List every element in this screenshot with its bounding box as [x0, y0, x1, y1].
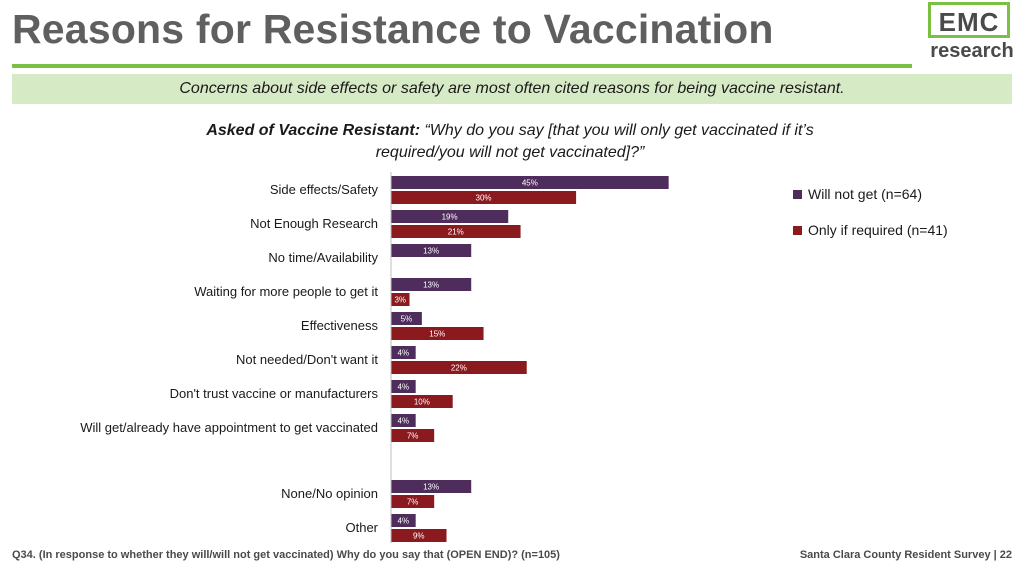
- bar-will-not-get: [391, 312, 422, 325]
- legend-label: Only if required (n=41): [808, 222, 948, 238]
- bar-value-label: 13%: [423, 483, 439, 492]
- category-label: Not needed/Don't want it: [236, 352, 378, 367]
- bar-value-label: 4%: [398, 349, 410, 358]
- bar-value-label: 21%: [448, 228, 464, 237]
- bar-will-not-get: [391, 278, 472, 291]
- key-finding-banner: Concerns about side effects or safety ar…: [12, 74, 1012, 104]
- bar-only-if-required: [391, 395, 453, 408]
- bar-will-not-get: [391, 414, 416, 427]
- category-label: Other: [345, 520, 378, 535]
- bar-value-label: 7%: [407, 498, 419, 507]
- category-label: Waiting for more people to get it: [194, 284, 378, 299]
- bar-will-not-get: [391, 176, 669, 189]
- bar-only-if-required: [391, 361, 527, 374]
- legend-label: Will not get (n=64): [808, 186, 922, 202]
- bar-only-if-required: [391, 429, 435, 442]
- bar-will-not-get: [391, 514, 416, 527]
- bar-value-label: 3%: [394, 296, 406, 305]
- bar-value-label: 45%: [522, 179, 538, 188]
- footer-source: Santa Clara County Resident Survey | 22: [799, 549, 1012, 561]
- bar-only-if-required: [391, 529, 447, 542]
- bar-only-if-required: [391, 191, 577, 204]
- bar-value-label: 19%: [442, 213, 458, 222]
- bar-value-label: 4%: [398, 417, 410, 426]
- bar-value-label: 22%: [451, 364, 467, 373]
- bar-value-label: 13%: [423, 281, 439, 290]
- page-title: Reasons for Resistance to Vaccination: [12, 6, 774, 52]
- bar-will-not-get: [391, 244, 472, 257]
- legend-swatch: [793, 226, 802, 235]
- bar-will-not-get: [391, 480, 472, 493]
- footer-question-note: Q34. (In response to whether they will/w…: [12, 549, 560, 561]
- category-label: Will get/already have appointment to get…: [80, 420, 378, 435]
- bar-only-if-required: [391, 225, 521, 238]
- category-label: None/No opinion: [281, 486, 378, 501]
- logo-frame: EMC: [928, 2, 1010, 38]
- question-lead: Asked of Vaccine Resistant:: [206, 122, 421, 139]
- bar-value-label: 15%: [429, 330, 445, 339]
- bar-only-if-required: [391, 293, 410, 306]
- category-label: Don't trust vaccine or manufacturers: [170, 386, 379, 401]
- bar-value-label: 4%: [398, 517, 410, 526]
- legend-swatch: [793, 190, 802, 199]
- bar-will-not-get: [391, 210, 509, 223]
- logo-research-text: research: [930, 40, 1014, 62]
- survey-question: Asked of Vaccine Resistant: “Why do you …: [190, 120, 830, 164]
- category-label: Effectiveness: [301, 318, 379, 333]
- category-label: Not Enough Research: [250, 216, 378, 231]
- emc-research-logo: EMC research: [926, 2, 1018, 62]
- bar-value-label: 9%: [413, 532, 425, 541]
- bar-value-label: 7%: [407, 432, 419, 441]
- logo-emc-text: EMC: [938, 7, 1000, 37]
- bar-will-not-get: [391, 380, 416, 393]
- bar-will-not-get: [391, 346, 416, 359]
- category-label: Side effects/Safety: [270, 182, 379, 197]
- bar-value-label: 4%: [398, 383, 410, 392]
- bar-value-label: 30%: [476, 194, 492, 203]
- bar-value-label: 10%: [414, 398, 430, 407]
- header-divider: [12, 64, 912, 68]
- bar-value-label: 13%: [423, 247, 439, 256]
- bar-only-if-required: [391, 495, 435, 508]
- question-text: “Why do you say [that you will only get …: [375, 122, 814, 161]
- bar-only-if-required: [391, 327, 484, 340]
- category-label: No time/Availability: [268, 250, 378, 265]
- bar-value-label: 5%: [401, 315, 413, 324]
